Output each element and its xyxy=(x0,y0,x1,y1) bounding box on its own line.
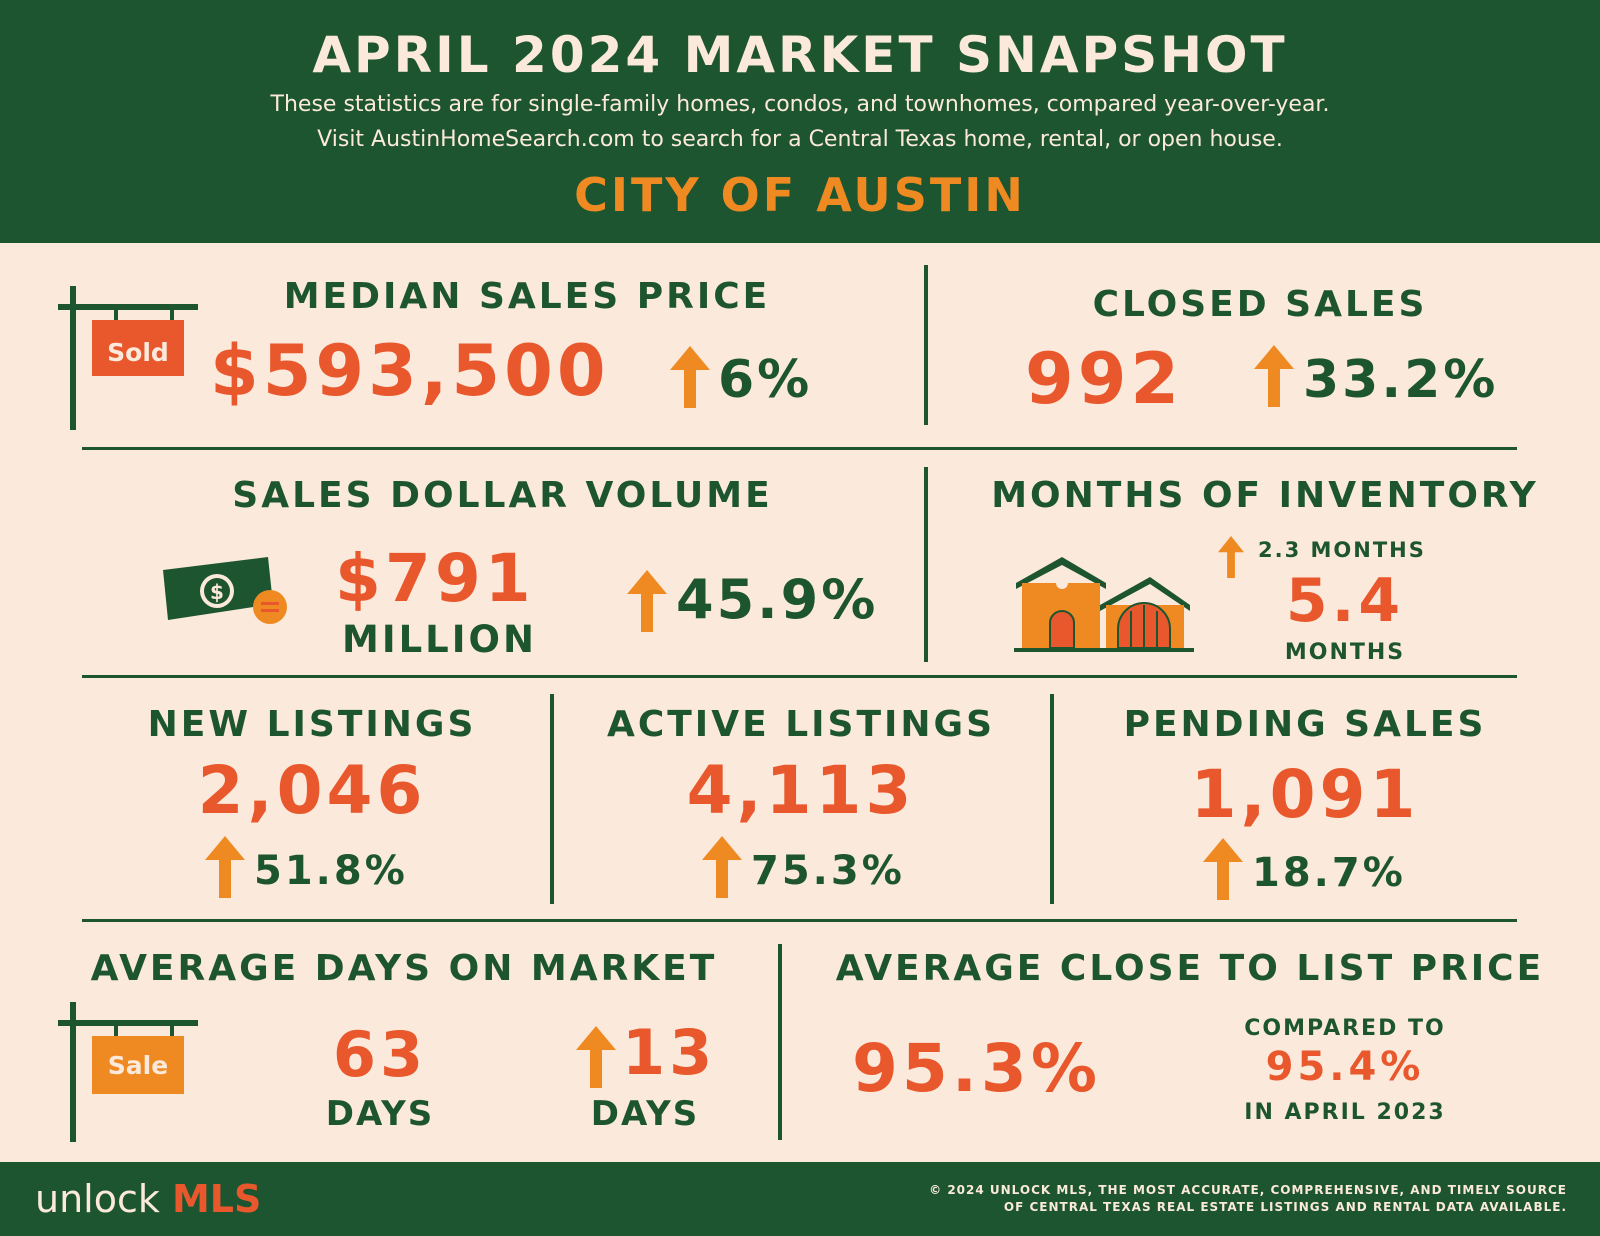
arrow-up-icon xyxy=(1203,838,1243,900)
months-of-inventory-label: MONTHS OF INVENTORY xyxy=(991,475,1539,516)
divider xyxy=(924,265,928,425)
header-banner xyxy=(0,0,1600,243)
divider xyxy=(778,944,782,1140)
arrow-up-icon xyxy=(670,346,710,408)
svg-text:$: $ xyxy=(210,580,224,604)
sales-dollar-volume-unit: MILLION xyxy=(342,618,537,661)
house-icon xyxy=(1014,557,1194,652)
sale-sign-icon xyxy=(58,1002,198,1142)
divider xyxy=(550,694,554,904)
closed-sales-change: 33.2% xyxy=(1303,350,1499,410)
active-listings-change: 75.3% xyxy=(751,848,905,894)
pending-sales-value: 1,091 xyxy=(1190,756,1420,833)
compare-label: COMPARED TO xyxy=(1244,1016,1446,1041)
arrow-up-icon xyxy=(627,570,667,632)
avg-close-to-list-value: 95.3% xyxy=(852,1030,1101,1107)
divider xyxy=(924,467,928,662)
sale-sign-text: Sale xyxy=(107,1051,169,1080)
pending-sales-change: 18.7% xyxy=(1252,850,1406,896)
unlock-mls-logo: unlock MLS xyxy=(35,1177,261,1221)
months-of-inventory-value: 5.4 xyxy=(1285,566,1405,636)
closed-sales-value: 992 xyxy=(1025,338,1184,420)
arrow-up-icon xyxy=(576,1026,616,1088)
arrow-up-icon xyxy=(1254,345,1294,407)
compare-period: IN APRIL 2023 xyxy=(1244,1100,1446,1125)
active-listings-label: ACTIVE LISTINGS xyxy=(606,704,996,745)
active-listings-value: 4,113 xyxy=(686,752,916,829)
median-sales-price-label: MEDIAN SALES PRICE xyxy=(283,276,771,317)
sales-dollar-volume-change: 45.9% xyxy=(676,568,879,631)
divider xyxy=(82,447,1517,450)
sold-sign-icon xyxy=(58,286,198,430)
logo-text: unlock xyxy=(35,1177,160,1221)
avg-days-on-market-value: 63 xyxy=(332,1018,428,1091)
days-on-market-change-unit: DAYS xyxy=(590,1094,700,1134)
subtitle-line-1: These statistics are for single-family h… xyxy=(270,92,1330,117)
median-sales-price-value: $593,500 xyxy=(210,330,610,412)
pending-sales-label: PENDING SALES xyxy=(1123,704,1487,745)
logo-accent: MLS xyxy=(171,1177,262,1221)
divider xyxy=(82,675,1517,678)
new-listings-change: 51.8% xyxy=(254,848,408,894)
copyright-line-1: © 2024 UNLOCK MLS, THE MOST ACCURATE, CO… xyxy=(929,1183,1567,1197)
divider xyxy=(1050,694,1054,904)
copyright-line-2: OF CENTRAL TEXAS REAL ESTATE LISTINGS AN… xyxy=(1003,1200,1567,1214)
footer-bar xyxy=(0,1162,1600,1236)
median-sales-price-change: 6% xyxy=(718,350,813,410)
sales-dollar-volume-label: SALES DOLLAR VOLUME xyxy=(232,475,773,516)
divider xyxy=(82,919,1517,922)
new-listings-value: 2,046 xyxy=(197,752,427,829)
compare-value: 95.4% xyxy=(1265,1044,1425,1090)
days-on-market-change: 13 xyxy=(622,1016,717,1089)
closed-sales-label: CLOSED SALES xyxy=(1092,284,1428,325)
arrow-up-icon xyxy=(205,836,245,898)
months-of-inventory-unit: MONTHS xyxy=(1284,640,1406,665)
subtitle-line-2: Visit AustinHomeSearch.com to search for… xyxy=(317,127,1283,152)
avg-close-to-list-label: AVERAGE CLOSE TO LIST PRICE xyxy=(835,948,1545,989)
avg-days-on-market-unit: DAYS xyxy=(325,1094,435,1134)
city-title: CITY OF AUSTIN xyxy=(574,168,1026,222)
avg-days-on-market-label: AVERAGE DAYS ON MARKET xyxy=(90,948,718,989)
sold-sign-text: Sold xyxy=(107,338,169,367)
months-of-inventory-change: 2.3 MONTHS xyxy=(1258,538,1426,562)
page-title: APRIL 2024 MARKET SNAPSHOT xyxy=(312,26,1288,84)
money-icon: $ xyxy=(163,557,287,624)
sales-dollar-volume-value: $791 xyxy=(335,540,535,617)
arrow-up-icon xyxy=(702,836,742,898)
new-listings-label: NEW LISTINGS xyxy=(147,704,477,745)
